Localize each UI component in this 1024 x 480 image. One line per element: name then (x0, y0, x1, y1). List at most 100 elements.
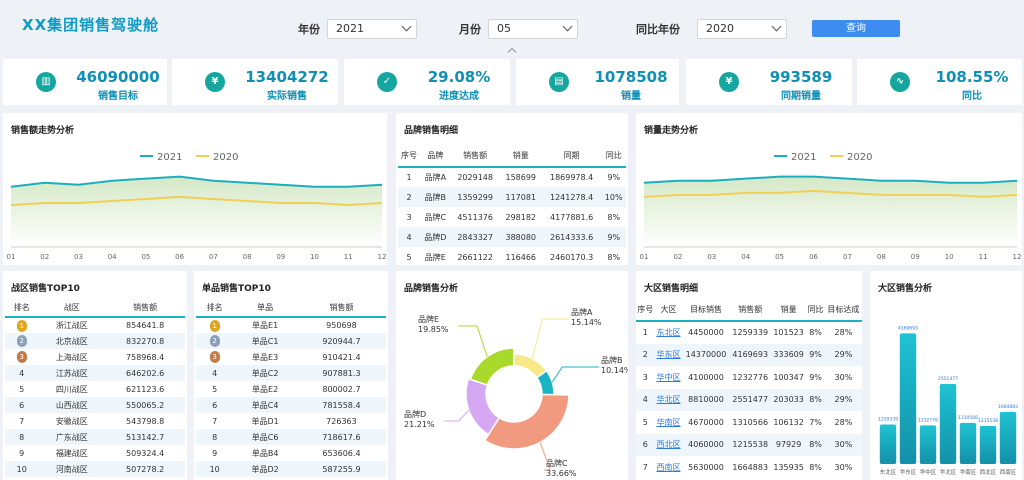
table-cell: 2661122 (457, 252, 493, 262)
table-cell: 华北区 (654, 388, 683, 411)
bar[interactable] (999, 411, 1017, 464)
table-cell: 9% (806, 343, 825, 366)
table-cell: 5630000 (688, 462, 724, 472)
table-cell: 1232776 (732, 372, 769, 382)
col-header: 同比 (601, 145, 626, 168)
panel-title: 大区销售分析 (878, 284, 933, 294)
table-cell: 单品E3 (252, 352, 279, 362)
table-cell: 543798.8 (126, 416, 165, 426)
table-cell: 135935 (773, 462, 804, 472)
product-top10-table: 排名 单品 销售额 1 单品E1 950698 2 单品C1 920944.7 3 单品E3 9… (196, 299, 386, 477)
region-link[interactable]: 华北区 (656, 395, 681, 405)
table-cell: 9 (212, 448, 218, 458)
compare-year-label: 同比年份 (636, 23, 680, 36)
table-row: 2 北京战区 832270.8 (5, 333, 185, 349)
table-cell: 509324.4 (126, 448, 165, 458)
leader-line (458, 325, 488, 357)
table-row: 7 单品D1 726363 (196, 413, 386, 429)
table-row: 1 浙江战区 854641.8 (5, 317, 185, 333)
donut-slice[interactable] (469, 347, 515, 387)
x-tick-label: 07 (209, 253, 218, 261)
table-cell: 5 (406, 252, 412, 262)
volume-trend-panel: 销量走势分析 2021 2020 01 02 03 04 05 06 07 08 09 10 11 12 (636, 113, 1022, 265)
table-cell: 8810000 (682, 388, 730, 411)
medal-icon: 1 (16, 319, 27, 332)
x-tick-label: 08 (877, 253, 886, 261)
table-cell: 1664883 (732, 462, 769, 472)
col-header: 销售额 (105, 299, 185, 318)
region-link[interactable]: 华中区 (656, 372, 681, 382)
table-cell: 2029148 (457, 173, 493, 182)
region-detail-table: 序号 大区 目标销售 销售额 销量 同比 目标达成 1 东北区 4450000 125… (636, 299, 862, 479)
table-cell: 1241278.4 (541, 187, 602, 207)
x-tick-label: 东北区 (880, 468, 897, 476)
table-row: 6 山西战区 550065.2 (5, 397, 185, 413)
table-row: 10 单品D2 587255.9 (196, 461, 386, 477)
query-button[interactable]: 查询 (812, 20, 900, 37)
table-cell: 4670000 (688, 417, 724, 427)
bar[interactable] (899, 333, 917, 464)
region-link[interactable]: 华东区 (656, 350, 681, 360)
medal-icon: 3 (16, 351, 27, 363)
table-row: 7 西南区 5630000 1664883 135935 8% 30% (636, 456, 862, 479)
region-link[interactable]: 西北区 (656, 440, 681, 450)
yen-hexagon-icon: ¥ (714, 67, 744, 97)
table-cell: 5 (212, 384, 218, 394)
donut-slice[interactable] (465, 377, 501, 436)
x-tick-label: 02 (673, 253, 682, 261)
region-link[interactable]: 华南区 (656, 417, 681, 427)
region-table-wrap: 序号 大区 目标销售 销售额 销量 同比 目标达成 1 东北区 4450000 125… (636, 299, 862, 479)
chart-legend: 2021 2020 (774, 152, 872, 163)
bar[interactable] (979, 425, 997, 464)
table-cell: 8% (806, 388, 825, 411)
year-select[interactable]: 2021 (327, 19, 417, 39)
table-cell: 513142.7 (105, 429, 185, 445)
kpi-card-prior-volume: ¥ 993589 同期销量 (686, 59, 852, 105)
x-tick-label: 04 (741, 253, 750, 261)
slice-name-label: 品牌D (404, 409, 426, 419)
table-cell: 8% (809, 328, 822, 338)
table-cell: 上海战区 (55, 352, 88, 362)
medal-icon: 3 (209, 351, 220, 363)
region-link[interactable]: 西南区 (656, 462, 681, 472)
donut-slice[interactable] (483, 393, 570, 450)
table-cell: 单品C4 (233, 397, 297, 413)
table-cell: 158699 (505, 173, 537, 182)
kpi-card-yoy: ∿ 108.55% 同比 (857, 59, 1022, 105)
chart-legend: 2021 2020 (140, 152, 238, 163)
table-cell: 8% (607, 212, 621, 222)
table-cell: 5 (642, 417, 648, 427)
table-cell: 907881.3 (296, 365, 386, 381)
collapse-caret-icon[interactable] (507, 47, 517, 57)
series-area (11, 176, 382, 247)
bar[interactable] (879, 424, 897, 464)
table-cell: 品牌A (424, 173, 447, 182)
table-row: 5 四川战区 621123.6 (5, 381, 185, 397)
col-header: 销售额 (729, 299, 771, 322)
table-cell: 单品D1 (251, 416, 279, 426)
table-cell: 117081 (499, 187, 542, 207)
table-row: 5 品牌E 2661122 116466 2460170.3 8% (398, 247, 626, 267)
leader-line (444, 409, 470, 422)
table-cell: 10% (601, 187, 626, 207)
table-cell: 2551477 (729, 388, 771, 411)
slice-pct-label: 33.66% (546, 469, 577, 478)
bar[interactable] (959, 422, 977, 464)
region-link[interactable]: 东北区 (656, 328, 681, 338)
bar[interactable] (939, 384, 957, 464)
table-cell: 8% (806, 433, 825, 456)
pulse-icon: ∿ (885, 67, 915, 97)
month-select[interactable]: 05 (488, 19, 578, 39)
table-cell: 30% (824, 433, 862, 456)
compare-year-select[interactable]: 2020 (697, 19, 787, 39)
bar[interactable] (919, 425, 937, 464)
table-row: 10 河南战区 507278.2 (5, 461, 185, 477)
table-cell: 品牌B (420, 187, 451, 207)
kpi-label: 同比 (962, 91, 982, 102)
table-row: 1 单品E1 950698 (196, 317, 386, 333)
x-tick-label: 09 (276, 253, 285, 261)
table-row: 1 东北区 4450000 1259339 101523 8% 28% (636, 321, 862, 344)
table-cell: 5 (19, 384, 25, 394)
slice-name-label: 品牌B (601, 355, 623, 365)
